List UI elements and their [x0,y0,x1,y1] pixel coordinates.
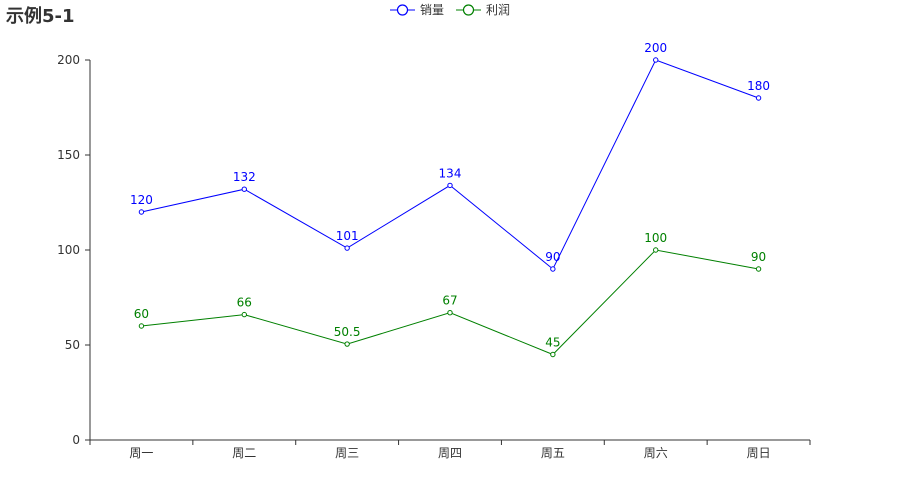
data-label: 66 [237,296,252,310]
data-point [550,351,556,358]
series-layer: 120 132 101 134 90 200 180 60 66 50.5 67 45 100 90 [130,41,770,358]
data-label: 100 [644,231,667,245]
data-label: 134 [439,166,462,180]
legend-marker [462,4,475,16]
data-point [447,310,453,316]
data-point [344,245,350,251]
data-point [138,209,145,215]
data-label: 120 [130,193,153,207]
series-2: 60 66 50.5 67 45 100 90 [134,231,766,358]
x-tick-label: 周日 [747,446,771,460]
x-tick-label: 周六 [644,446,668,460]
data-point [344,341,350,347]
x-tick-label: 周四 [438,446,462,460]
data-point [138,323,145,329]
data-point [447,182,453,189]
data-label: 200 [644,41,667,55]
y-tick-label: 50 [65,338,80,352]
legend-label: 销量 [420,3,444,17]
data-label: 50.5 [334,325,361,339]
x-tick-label: 周一 [129,446,153,460]
y-axis: 0 50 100 150 200 [57,53,91,447]
x-axis: 周一 周二 周三 周四 周五 周六 周日 [89,439,811,460]
data-label: 90 [545,250,560,264]
x-tick-label: 周五 [541,446,565,460]
data-label: 45 [545,336,560,350]
data-point [755,95,762,101]
legend: 销量 利润 [390,3,510,17]
legend-label: 利润 [486,3,510,17]
data-point [755,266,762,272]
chart-title: 示例5-1 [6,6,75,27]
y-tick-label: 200 [57,53,80,67]
y-tick-label: 100 [57,243,80,257]
y-tick-label: 150 [57,148,80,162]
data-point [241,186,247,192]
data-label: 60 [134,307,149,321]
data-point [653,247,659,253]
data-label: 101 [336,229,359,243]
data-label: 132 [233,170,256,184]
data-label: 180 [747,79,770,93]
series-1: 120 132 101 134 90 200 180 [130,41,770,272]
data-label: 67 [442,294,457,308]
x-tick-label: 周二 [232,446,256,460]
data-point [653,57,659,63]
data-point [241,311,247,318]
legend-marker [396,4,409,16]
data-label: 90 [751,250,766,264]
data-point [550,266,556,272]
x-tick-label: 周三 [335,446,359,460]
y-tick-label: 0 [72,433,80,447]
